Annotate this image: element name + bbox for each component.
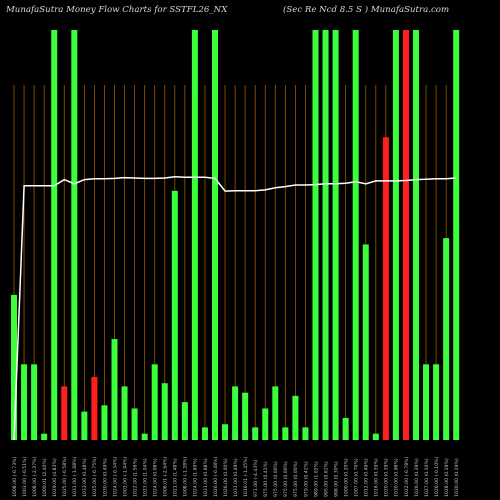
money-flow-bar [31,364,38,440]
money-flow-bar [161,383,168,440]
money-flow-bar [443,238,450,440]
x-tick-label: 1026.00 (0.00%) [223,458,229,497]
money-flow-bar [282,427,289,440]
money-flow-bar [382,137,389,440]
x-tick-label: 1008.00 (-1.28%) [183,457,189,497]
money-flow-bar [71,30,78,440]
money-flow-bar [171,190,178,440]
x-tick-label: 975.00 (0.00%) [273,461,279,497]
money-flow-bar [352,30,359,440]
money-flow-bar [131,408,138,440]
money-flow-bar [402,30,409,440]
x-tick-label: 1030.00 (0.19%) [454,458,460,497]
x-tick-label: 1016.01 (-1.45%) [243,457,249,497]
x-tick-label: 998.00 (0.30%) [333,461,339,497]
x-tick-label: 1008.00 (-0.73%) [12,457,18,497]
x-tick-label: 1024.00 (0.08%) [153,458,159,497]
money-flow-bar [121,386,128,440]
money-flow-bar [433,364,440,440]
money-flow-bar [91,376,98,440]
money-flow-bar [151,364,158,440]
x-tick-label: 975.00 (0.00%) [283,461,289,497]
x-tick-label: 1031.00 (0.68%) [203,458,209,497]
x-tick-label: 975.00 (0.00%) [293,461,299,497]
x-tick-label: 1024.00 (-0.34%) [112,457,118,497]
x-tick-label: 1025.00 (-0.58%) [62,457,68,497]
chart-title: MunafaSutra Money Flow Charts for SSTFL2… [6,5,228,15]
x-tick-label: 1022.00 (1.56%) [132,458,138,497]
x-tick-label: 1000.00 (0.20%) [343,458,349,497]
money-flow-bar [111,339,118,440]
money-flow-bar [81,411,88,440]
money-flow-bar [413,30,419,440]
x-tick-label: 1030.00 (0.49%) [102,458,108,497]
money-flow-bar [242,392,249,440]
x-tick-label: 1030.00 (0.98%) [394,458,400,497]
money-flow-bar [312,30,319,440]
money-flow-bar [191,30,198,440]
chart-subtitle: (Sec Re Ncd 8.5 S ) MunafaSutra.com [283,5,450,15]
x-tick-label: 1003.00 (-1.94%) [122,457,128,497]
x-tick-label: 1023.00 (1.04%) [142,458,148,497]
money-flow-bar [392,30,399,440]
x-tick-label: 979.00 (0.41%) [303,461,309,497]
x-tick-label: 1003.00 (-0.51%) [22,457,28,497]
money-flow-bar [272,386,279,440]
x-tick-label: 1031.00 (-1.68%) [72,457,78,497]
money-flow-bar [222,424,229,440]
money-flow-bar [292,395,299,440]
x-tick-label: 1008.00 (-2.37%) [32,457,38,497]
money-flow-bar [61,386,68,440]
x-tick-label: 1021.00 (1.48%) [173,458,179,497]
money-flow-bar [372,433,379,440]
x-tick-label: 1026.00 (-0.10%) [434,457,440,497]
money-flow-bar [362,244,369,440]
x-tick-label: 1000.01 (2.40%) [42,458,48,497]
x-tick-label: 971.00 (-4.43%) [253,459,259,497]
money-flow-bar [21,364,28,440]
x-tick-label: 1006.01 (-2.64%) [163,457,169,497]
x-tick-label: 1031.00 (0.49%) [233,458,239,497]
money-flow-bar [201,427,208,440]
money-flow-bar [322,30,329,440]
x-tick-label: 1026.00 (-0.48%) [213,457,219,497]
money-flow-bar [262,408,269,440]
money-flow-bar [232,386,239,440]
money-flow-bars [11,30,460,440]
x-tick-label: 1007.00 (0.70%) [354,458,360,497]
money-flow-bar [181,402,188,440]
x-tick-label: 1029.00 (4.83%) [52,458,58,497]
money-flow-bar [141,433,148,440]
x-tick-label: 1012.00 (0.49%) [364,458,370,497]
x-tick-label: 1025.00 (-0.75%) [92,457,98,497]
x-tick-label: 1024.00 (1.60%) [193,458,199,497]
money-flow-bar [302,427,309,440]
x-tick-label: 1033.00 (0.48%) [82,458,88,497]
price-line [13,176,457,441]
money-flow-bar [11,294,17,440]
money-flow-bar [51,30,58,440]
money-flow-bar [101,405,108,440]
x-tick-label: 1026.00 (0.39%) [414,458,420,497]
money-flow-bar [342,417,349,440]
money-flow-bar [212,30,218,440]
price-line-path [13,176,457,441]
x-tick-label: 1027.00 (0.10%) [424,458,430,497]
x-tick-labels: 1008.00 (-0.73%) 1003.00 (-0.51%) 1008.00 … [12,457,460,497]
x-tick-label: 975.00 (0.41%) [263,461,269,497]
chart-header: MunafaSutra Money Flow Charts for SSTFL2… [0,2,500,28]
money-flow-bar [252,427,259,440]
money-flow-bar [41,433,48,440]
money-flow-bar [332,30,339,440]
x-tick-label: 1022.00 (-0.78%) [404,457,410,497]
x-tick-label: 989.00 (1.02%) [313,461,319,497]
money-flow-bar [423,364,430,440]
x-tick-label: 995.00 (0.61%) [323,461,329,497]
x-tick-label: 1020.00 (0.39%) [384,458,390,497]
x-tick-label: 1016.00 (0.39%) [374,458,380,497]
money-flow-bar [453,30,460,440]
x-tick-label: 1028.00 (0.19%) [444,458,450,497]
